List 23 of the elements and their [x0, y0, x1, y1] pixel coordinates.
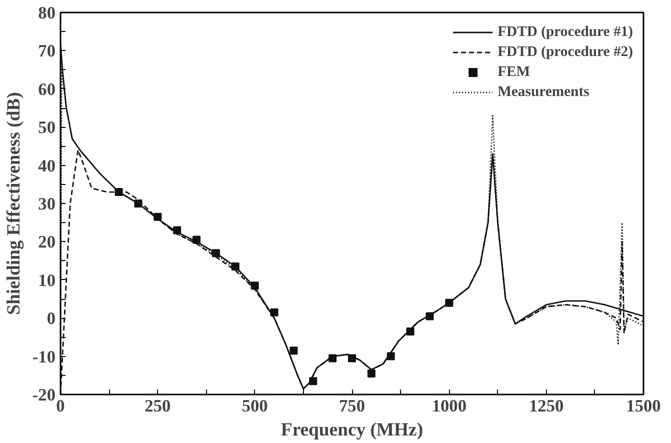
legend-label: FEM: [498, 64, 530, 80]
legend-label: Measurements: [498, 84, 590, 100]
x-tick-label: 1250: [529, 396, 564, 416]
y-tick-label: 40: [38, 156, 56, 176]
y-tick-label: 50: [38, 118, 56, 138]
y-tick-label: 60: [38, 80, 56, 99]
x-axis-title: Frequency (MHz): [280, 420, 424, 440]
x-tick-label: 500: [242, 396, 268, 416]
legend-label: FDTD (procedure #2): [498, 44, 633, 60]
y-tick-label: 30: [38, 194, 56, 214]
x-tick-label: 250: [144, 396, 171, 416]
y-axis-title: Shielding Effectiveness (dB): [3, 92, 24, 315]
y-tick-label: 80: [38, 4, 56, 22]
y-tick-label: -20: [32, 386, 56, 404]
y-tick-label: 20: [38, 232, 56, 252]
y-tick-label: -10: [32, 347, 56, 366]
legend-label: FDTD (procedure #1): [498, 24, 633, 40]
x-tick-label: 750: [339, 396, 366, 416]
x-tick-label: 1000: [432, 396, 466, 416]
x-tick-label: 1500: [626, 396, 661, 416]
y-tick-label: 0: [46, 309, 56, 328]
y-tick-label: 10: [38, 270, 56, 290]
y-tick-label: 70: [38, 42, 56, 61]
